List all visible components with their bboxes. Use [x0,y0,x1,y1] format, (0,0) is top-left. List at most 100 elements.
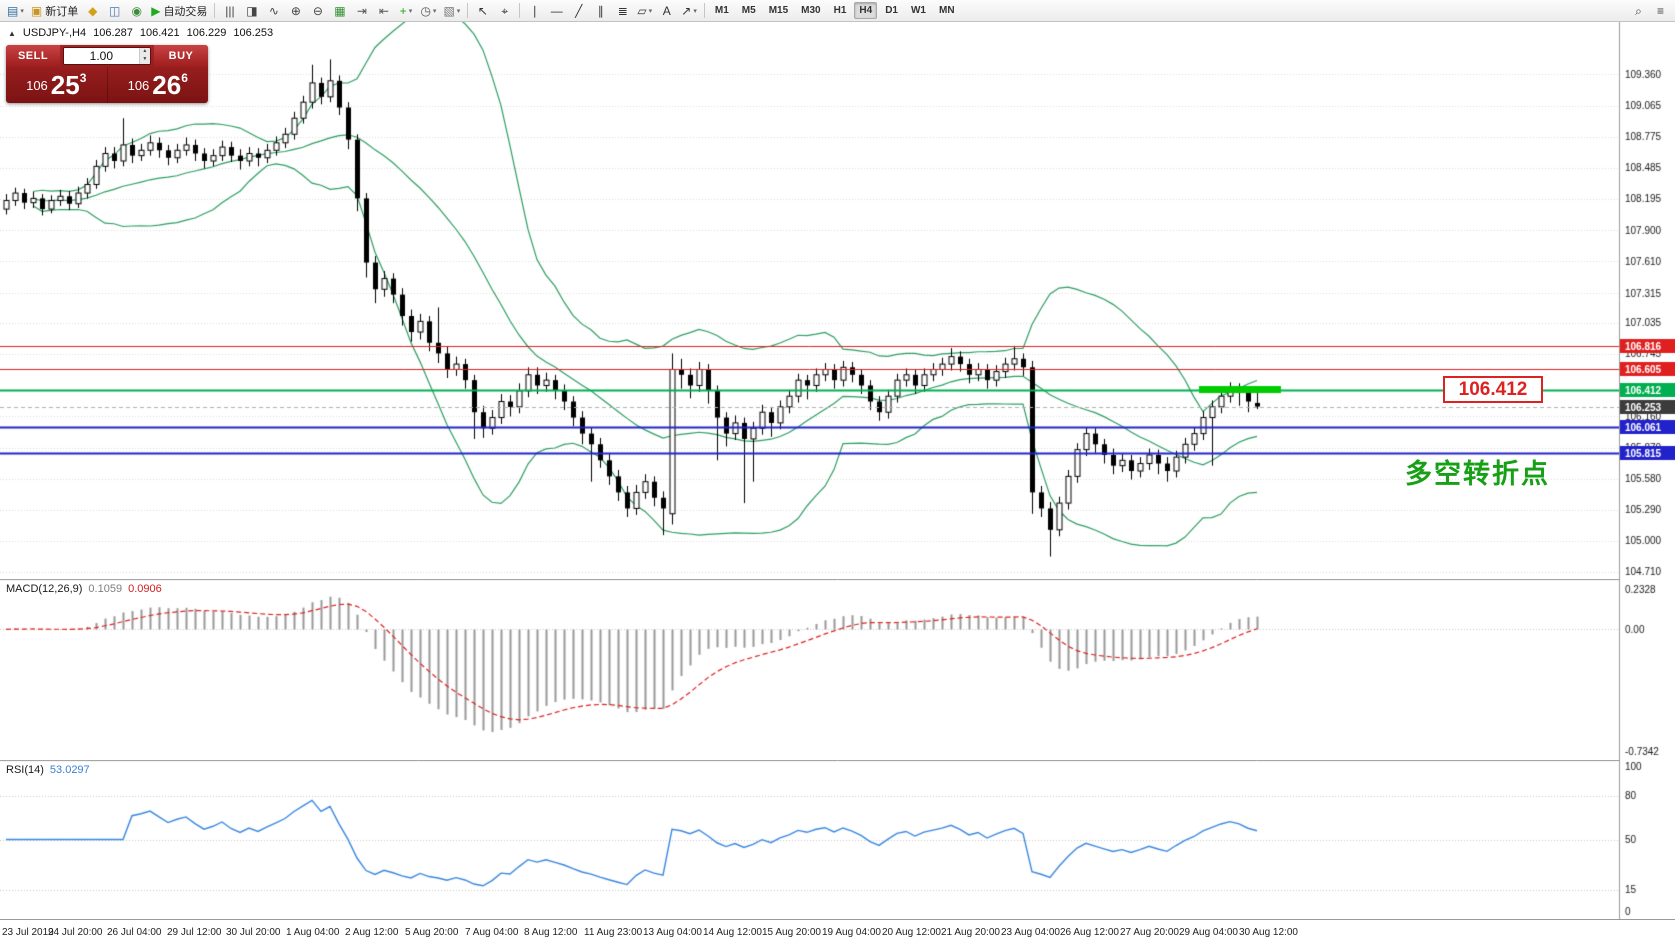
time-axis-label: 29 Aug 04:00 [1179,927,1238,938]
toolbar-separator [703,3,705,18]
periods-clock-icon: ◷ [420,3,431,18]
bid-price[interactable]: 106 25 3 [6,67,107,103]
vertical-line-button[interactable]: ∣ [524,1,545,20]
bid-pip-digit: 3 [79,71,87,85]
shapes-button[interactable]: ▱ ▾ [634,1,655,20]
time-axis-label: 14 Aug 12:00 [703,927,762,938]
dropdown-caret-icon: ▾ [648,7,653,15]
price-callout[interactable]: 106.412 [1443,376,1543,403]
fibonacci-button[interactable]: ≣ [612,1,633,20]
candlestick-chart-button[interactable]: ◨ [241,1,262,20]
vertical-line-icon: ∣ [531,3,538,18]
trendline-button[interactable]: ╱ [568,1,589,20]
time-axis-label: 26 Aug 12:00 [1060,927,1119,938]
new-order-button[interactable]: ▣ 新订单 [28,1,81,20]
ask-pip-digit: 6 [181,71,188,85]
timeframe-m1-button[interactable]: M1 [714,5,729,16]
dropdown-caret-icon: ▾ [432,7,437,15]
auto-scroll-button[interactable]: ⇥ [351,1,372,20]
volume-input[interactable] [64,48,139,64]
periods-button[interactable]: ◷ ▾ [417,1,439,20]
data-window-button[interactable]: ◫ [104,1,125,20]
arrows-button[interactable]: ↗ ▾ [678,1,700,20]
chart-close-value: 106.253 [233,27,274,39]
volume-up-button[interactable]: ▲ [138,48,150,56]
candlestick-chart-icon: ◨ [246,3,258,18]
sell-button[interactable]: SELL [6,45,60,67]
macd-name: MACD(12,26,9) [6,583,83,595]
macd-main-value: 0.1059 [88,583,123,595]
channel-button[interactable]: ∥ [590,1,611,20]
timeframe-w1-button[interactable]: W1 [910,5,926,16]
time-axis-label: 21 Aug 20:00 [941,927,1000,938]
zoom-in-button[interactable]: ⊕ [285,1,306,20]
tile-windows-button[interactable]: ▦ [329,1,350,20]
text-tool-icon: A [662,3,671,18]
navigator-button[interactable]: ◉ [126,1,147,20]
rsi-label: RSI(14) 53.0297 [6,764,90,776]
fibonacci-icon: ≣ [617,3,628,18]
timeframe-d1-button[interactable]: D1 [885,5,898,16]
new-chart-button[interactable]: ▤ ▾ [4,1,27,20]
horizontal-line-icon: ― [550,3,563,18]
line-chart-icon: ∿ [268,3,279,18]
time-axis-label: 23 Jul 2019 [2,927,54,938]
templates-button[interactable]: ▧ ▾ [440,1,463,20]
price-chart-canvas[interactable] [0,22,1675,579]
timeframe-mn-button[interactable]: MN [938,5,955,16]
templates-icon: ▧ [443,3,455,18]
ask-price[interactable]: 106 26 6 [106,67,209,103]
chart-symbol-period: USDJPY-,H4 [22,27,87,39]
zoom-out-button[interactable]: ⊖ [307,1,328,20]
timeframe-h4-button[interactable]: H4 [854,2,878,19]
tile-windows-icon: ▦ [334,3,346,18]
timeframe-m15-button[interactable]: M15 [768,5,789,16]
ask-big-digits: 26 [152,70,182,100]
search-button[interactable]: ⌕ [1628,1,1649,20]
bar-chart-icon: ||| [225,3,235,18]
time-axis-label: 7 Aug 04:00 [465,927,519,938]
time-axis-label: 2 Aug 12:00 [345,927,399,938]
chart-shift-button[interactable]: ⇤ [373,1,394,20]
crosshair-button[interactable]: ⌖ [494,1,515,20]
market-watch-button[interactable]: ◆ [82,1,103,20]
rsi-panel-canvas[interactable] [0,760,1675,919]
shapes-icon: ▱ [637,3,647,18]
time-axis-label: 5 Aug 20:00 [405,927,459,938]
macd-panel-canvas[interactable] [0,579,1675,760]
indicators-button[interactable]: + ▾ [395,1,416,20]
buy-button[interactable]: BUY [154,45,208,67]
dropdown-caret-icon: ▾ [408,7,413,15]
macd-signal-value: 0.0906 [128,583,162,595]
bid-big-digits: 25 [50,70,80,100]
timeframe-m5-button[interactable]: M5 [741,5,756,16]
time-axis-label: 29 Jul 12:00 [167,927,222,938]
text-tool-button[interactable]: A [656,1,677,20]
time-axis-label: 26 Jul 04:00 [107,927,162,938]
dropdown-caret-icon: ▾ [456,7,461,15]
horizontal-line-button[interactable]: ― [546,1,567,20]
line-chart-button[interactable]: ∿ [263,1,284,20]
toolbar: ▤ ▾ ▣ 新订单 ◆ ◫ ◉ ▶ 自动交易 ||| ◨ ∿ ⊕ ⊖ ▦ ⇥ ⇤ + ▾ ◷ ▾ ▧ ▾ ↖ ⌖ ∣ ― ╱ ∥ ≣ ▱ ▾ A… [0,0,1675,22]
new-order-button-label: 新订单 [45,5,79,18]
timeframe-m30-button[interactable]: M30 [801,5,821,16]
volume-down-button[interactable]: ▼ [138,56,150,64]
arrow-tool-icon: ↗ [681,3,692,18]
autotrading-button[interactable]: ▶ 自动交易 [148,1,210,20]
trendline-icon: ╱ [575,3,583,18]
timeframe-h1-button[interactable]: H1 [833,5,847,16]
ask-prefix: 106 [127,77,150,93]
toolbar-separator [214,3,216,18]
indicators-add-icon: + [399,3,407,18]
crosshair-icon: ⌖ [501,3,509,18]
new-chart-icon: ▤ [7,3,19,18]
market-watch-icon: ◆ [88,3,98,18]
bar-chart-button[interactable]: ||| [219,1,240,20]
autotrading-play-icon: ▶ [151,3,161,18]
cursor-button[interactable]: ↖ [472,1,493,20]
symbol-marker-icon: ▲ [8,28,16,38]
macd-label: MACD(12,26,9) 0.1059 0.0906 [6,583,162,595]
menu-button[interactable]: ≡ [1650,1,1671,20]
toolbar-separator [467,3,469,18]
